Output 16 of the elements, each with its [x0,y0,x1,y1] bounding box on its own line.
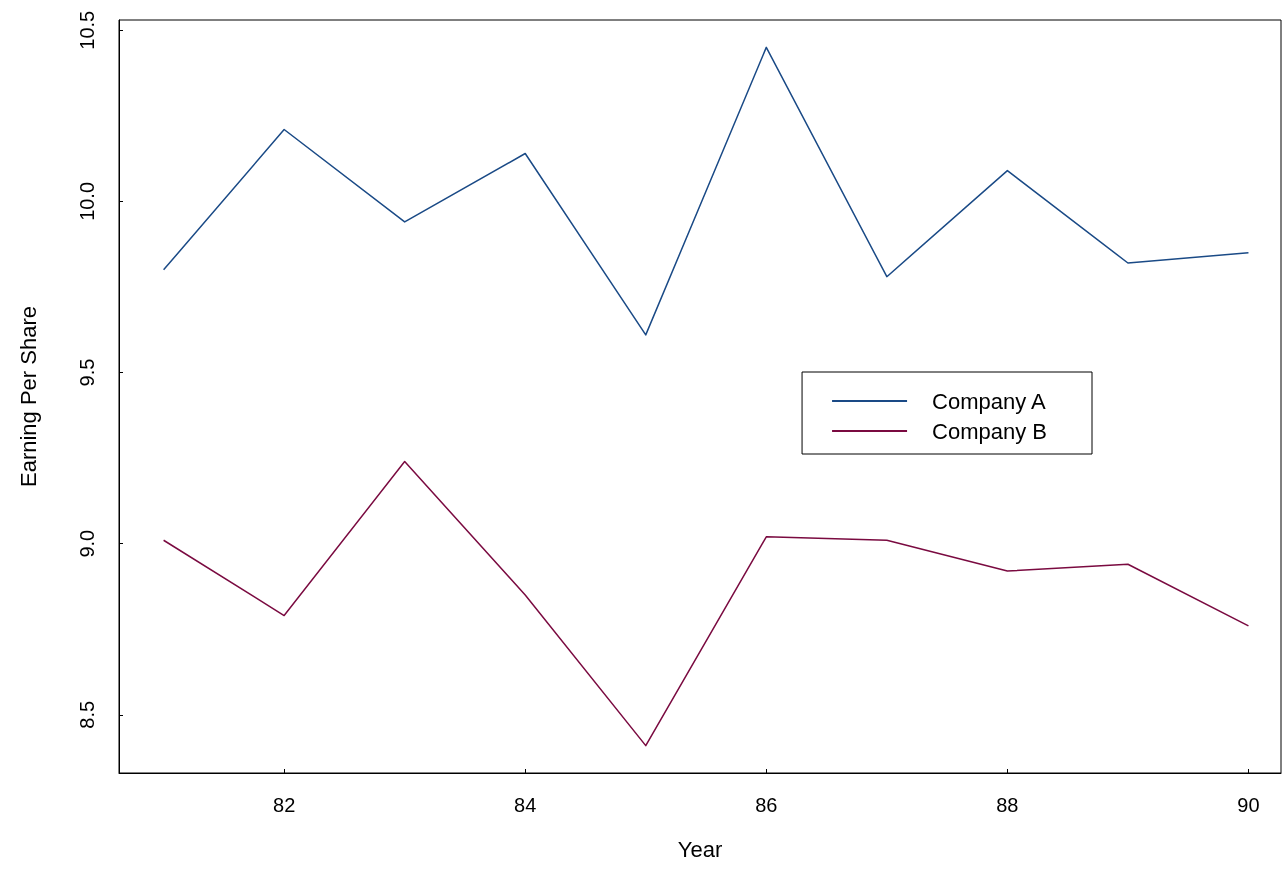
x-tick-label: 84 [514,794,537,816]
legend-label: Company A [932,388,1047,414]
x-tick-label: 88 [996,794,1019,816]
line-series [162,46,1250,336]
y-tick-label: 9.0 [76,529,98,558]
legend-label: Company B [932,418,1048,444]
y-tick-label: 10.5 [76,10,98,50]
x-tick-label: 82 [273,794,296,816]
x-tick-label: 90 [1237,794,1260,816]
y-axis-title: Earning Per Share [15,306,41,487]
y-tick-label: 10.0 [76,181,98,221]
y-tick-label: 8.5 [76,700,98,729]
x-tick-label: 86 [755,794,778,816]
y-tick-label: 9.5 [76,358,98,387]
x-axis-title: Year [677,836,723,862]
line-series [162,460,1250,747]
